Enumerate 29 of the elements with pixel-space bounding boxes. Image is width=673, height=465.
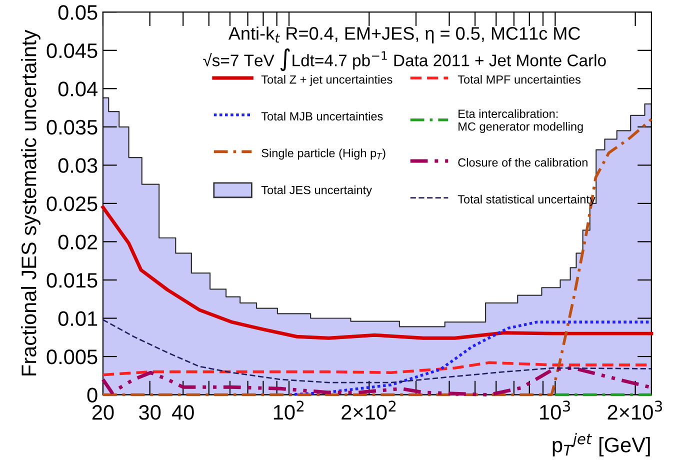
y-tick-label: 0.01 <box>58 311 98 326</box>
y-tick-label: 0 <box>87 388 98 403</box>
y-tick-label: 0.04 <box>58 82 98 96</box>
x-tick-label: 2×10$^{3}$ <box>608 400 662 420</box>
y-tick-label: 0.015 <box>46 272 98 288</box>
legend-label: Eta intercalibration: MC generator modelling <box>458 109 583 134</box>
y-axis-title: Fractional JES systematic uncertainty <box>21 30 40 376</box>
y-tick-label: 0.03 <box>58 158 98 173</box>
x-tick-label: 20 <box>92 405 114 420</box>
y-tick-label: 0.045 <box>46 43 98 58</box>
x-tick-label: 40 <box>172 405 194 420</box>
y-tick-label: 0.02 <box>58 234 98 250</box>
y-tick-label: 0.035 <box>46 120 98 135</box>
y-tick-label: 0.05 <box>58 5 98 20</box>
legend-label: Total MJB uncertainties <box>261 112 383 121</box>
legend-label: Closure of the calibration <box>458 158 588 167</box>
y-tick-label: 0.025 <box>46 196 98 212</box>
x-axis-title: p$_{T}$$^{jet}$ [GeV] <box>552 433 650 456</box>
annotation: √s=7 TeV ∫Ldt=4.7 pb$^{−1}$ Data 2011 + Jet Monte Carlo <box>203 48 606 72</box>
annotation: Anti-k$_{t}$ R=0.4, EM+JES, η = 0.5, MC11c MC <box>228 26 580 44</box>
x-tick-label: 10$^{2}$ <box>274 400 304 420</box>
legend-label: Total JES uncertainty <box>261 186 372 197</box>
legend-label: Total MPF uncertainties <box>458 75 581 84</box>
y-tick-label: 0.005 <box>46 350 98 364</box>
legend-label: Total Z + jet uncertainties <box>261 75 392 86</box>
x-tick-label: 10$^{3}$ <box>540 400 570 420</box>
x-tick-label: 30 <box>139 405 161 420</box>
x-tick-label: 2×10$^{2}$ <box>342 400 396 420</box>
legend-label: Single particle (High p$_{T}$) <box>262 148 386 160</box>
